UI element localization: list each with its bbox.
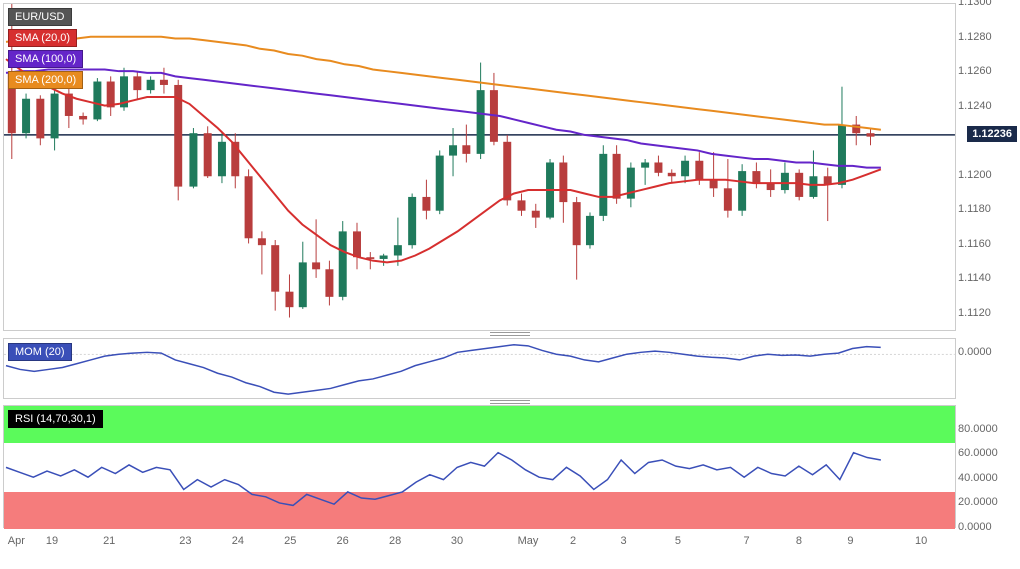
rsi-y-tick: 60.0000 bbox=[958, 447, 998, 459]
rsi-y-tick: 20.0000 bbox=[958, 496, 998, 508]
price-y-tick: 1.1140 bbox=[958, 272, 991, 284]
pair-badge: EUR/USD bbox=[8, 8, 72, 26]
time-x-tick: 25 bbox=[284, 535, 296, 547]
time-x-tick: 9 bbox=[847, 535, 853, 547]
rsi-y-tick: 0.0000 bbox=[958, 521, 992, 533]
price-svg bbox=[4, 4, 955, 331]
price-y-tick: 1.1180 bbox=[958, 203, 991, 215]
time-x-tick: Apr bbox=[8, 535, 25, 547]
time-x-axis: Apr1921232425262830May23578910 bbox=[3, 530, 956, 565]
mom-svg bbox=[4, 339, 955, 400]
time-x-tick: 24 bbox=[232, 535, 244, 547]
price-y-tick: 1.1260 bbox=[958, 65, 992, 77]
mom-y-tick: 0.0000 bbox=[958, 346, 992, 358]
price-y-tick: 1.1120 bbox=[958, 307, 991, 319]
sma20-badge: SMA (20,0) bbox=[8, 29, 77, 47]
panel-divider[interactable] bbox=[490, 332, 530, 336]
time-x-tick: 10 bbox=[915, 535, 927, 547]
time-x-tick: 8 bbox=[796, 535, 802, 547]
time-x-tick: 5 bbox=[675, 535, 681, 547]
time-x-tick: 2 bbox=[570, 535, 576, 547]
sma100-badge: SMA (100,0) bbox=[8, 50, 83, 68]
sma200-badge: SMA (200,0) bbox=[8, 71, 83, 89]
rsi-svg bbox=[4, 406, 955, 529]
time-x-tick: 3 bbox=[621, 535, 627, 547]
price-y-tick: 1.1280 bbox=[958, 31, 992, 43]
price-panel[interactable]: EUR/USD SMA (20,0) SMA (100,0) SMA (200,… bbox=[3, 3, 956, 331]
time-x-tick: May bbox=[518, 535, 539, 547]
time-x-tick: 7 bbox=[743, 535, 749, 547]
time-x-tick: 30 bbox=[451, 535, 463, 547]
rsi-y-axis: 80.000060.000040.000020.00000.0000 bbox=[958, 405, 1018, 528]
rsi-y-tick: 40.0000 bbox=[958, 472, 998, 484]
mom-badge: MOM (20) bbox=[8, 343, 72, 361]
price-y-axis: 1.1300 1.1280 1.1260 1.1240 1.1200 1.1180 1.11… bbox=[958, 3, 1018, 331]
time-x-tick: 28 bbox=[389, 535, 401, 547]
trading-chart: EUR/USD SMA (20,0) SMA (100,0) SMA (200,… bbox=[0, 0, 1020, 569]
momentum-panel[interactable]: MOM (20) bbox=[3, 338, 956, 399]
rsi-badge: RSI (14,70,30,1) bbox=[8, 410, 103, 428]
panel-divider-2[interactable] bbox=[490, 400, 530, 404]
rsi-y-tick: 80.0000 bbox=[958, 423, 998, 435]
time-x-tick: 21 bbox=[103, 535, 115, 547]
price-y-tick: 1.1160 bbox=[958, 238, 991, 250]
price-y-tick: 1.1240 bbox=[958, 100, 992, 112]
price-y-tick: 1.1300 bbox=[958, 0, 992, 8]
rsi-panel[interactable]: RSI (14,70,30,1) bbox=[3, 405, 956, 528]
time-x-tick: 23 bbox=[179, 535, 191, 547]
mom-y-axis: 0.0000 bbox=[958, 338, 1018, 399]
time-x-tick: 26 bbox=[337, 535, 349, 547]
time-x-tick: 19 bbox=[46, 535, 58, 547]
price-y-tick: 1.1200 bbox=[958, 169, 992, 181]
